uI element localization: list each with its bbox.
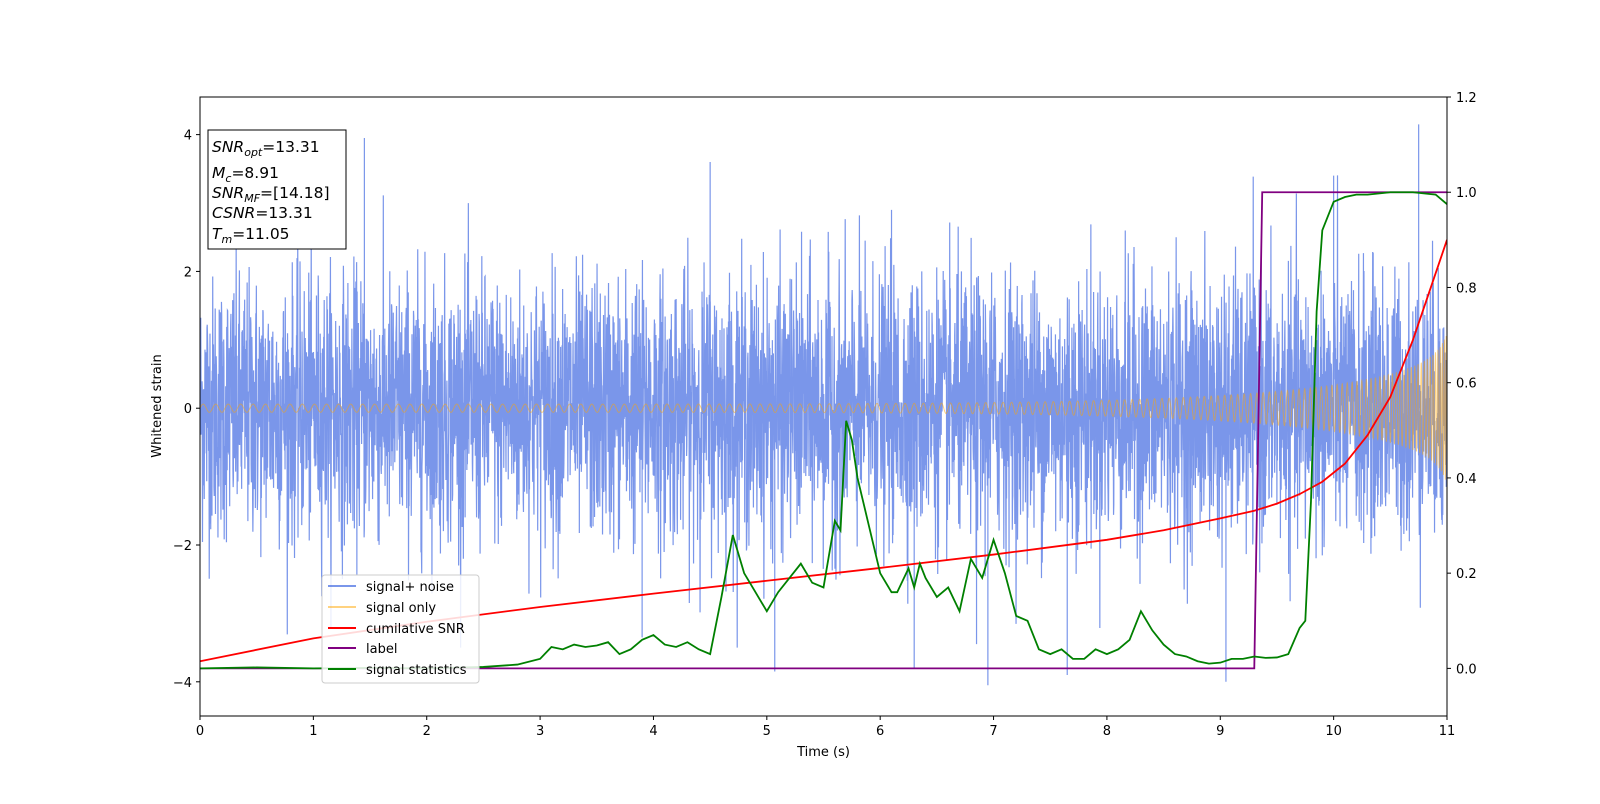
series-signal-only (200, 336, 1447, 482)
y2-tick-label: 1.2 (1456, 91, 1477, 106)
series-signal-noise (200, 124, 1447, 686)
y-tick-label: 0 (184, 402, 192, 417)
info-csnr: CSNR=13.31 (212, 204, 313, 222)
y2-tick-label: 0.6 (1456, 377, 1477, 392)
plot-frame (199, 96, 1448, 717)
y2-tick-label: 0.0 (1456, 662, 1477, 677)
y-tick-label: 4 (184, 129, 192, 144)
legend-label-signal-statistics: signal statistics (366, 663, 467, 678)
y2-tick-label: 1.0 (1456, 186, 1477, 201)
y2-tick-label: 0.2 (1456, 567, 1477, 582)
y-tick-label: 2 (184, 265, 192, 280)
info-snr-mf: SNRMF=[14.18] (212, 184, 330, 205)
axes-ticks: 0 1 2 3 4 5 6 7 8 9 10 11 −4 −2 0 2 4 0.0 0.2 0.4 0.6 0.8 1.0 1… (173, 91, 1477, 739)
x-tick-label: 7 (989, 724, 997, 739)
x-axis-label: Time (s) (796, 745, 850, 760)
x-tick-label: 9 (1216, 724, 1224, 739)
info-snr-opt: SNRopt=13.31 (212, 138, 320, 159)
x-tick-label: 8 (1103, 724, 1111, 739)
info-mc: Mc=8.91 (212, 164, 279, 185)
x-tick-label: 1 (309, 724, 317, 739)
x-tick-label: 11 (1439, 724, 1456, 739)
x-tick-label: 6 (876, 724, 884, 739)
series-label (200, 191, 1447, 670)
plot-series (200, 124, 1447, 686)
legend-label-signal-noise: signal+ noise (366, 580, 454, 595)
series-signal-statistics (200, 191, 1447, 670)
info-box-frame (207, 129, 347, 250)
series-cumulative-snr (200, 239, 1447, 663)
legend-frame (321, 574, 480, 684)
x-tick-label: 4 (649, 724, 657, 739)
x-tick-label: 2 (423, 724, 431, 739)
y-tick-label: −4 (173, 676, 192, 691)
y2-tick-label: 0.8 (1456, 281, 1477, 296)
legend-label-cumulative-snr: cumilative SNR (366, 622, 465, 637)
y-axis-label: Whitened strain (150, 354, 165, 457)
legend-label-signal-only: signal only (366, 601, 436, 616)
legend-label-label: label (366, 642, 397, 657)
info-box: SNRopt=13.31 Mc=8.91 SNRMF=[14.18] CSNR=… (207, 129, 347, 250)
y-tick-label: −2 (173, 539, 192, 554)
x-tick-label: 5 (763, 724, 771, 739)
y2-tick-label: 0.4 (1456, 472, 1477, 487)
legend: signal+ noise signal only cumilative SNR… (321, 574, 480, 684)
x-tick-label: 0 (196, 724, 204, 739)
info-tm: Tm=11.05 (212, 225, 290, 246)
x-tick-label: 10 (1325, 724, 1342, 739)
x-tick-label: 3 (536, 724, 544, 739)
